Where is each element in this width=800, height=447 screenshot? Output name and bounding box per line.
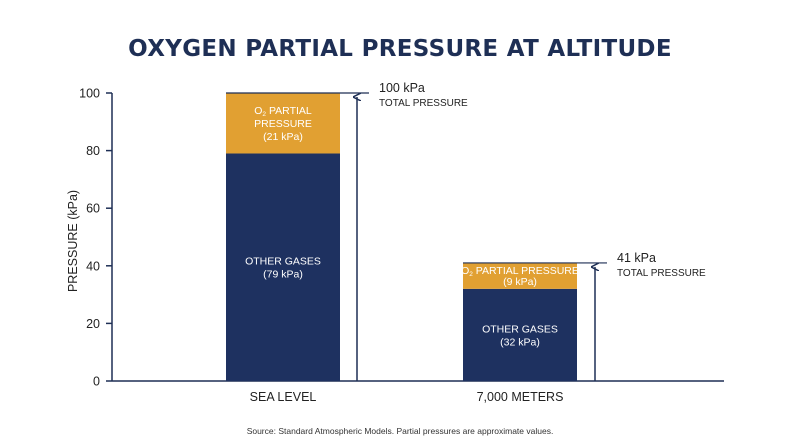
oxygen-label: O2 PARTIAL (254, 105, 312, 118)
oxygen-label: PRESSURE (254, 118, 312, 130)
other-gases-label: OTHER GASES (482, 323, 558, 335)
oxygen-label: (9 kPa) (503, 276, 537, 288)
other-gases-label: (79 kPa) (263, 269, 303, 281)
chart-title: OXYGEN PARTIAL PRESSURE AT ALTITUDE (128, 36, 672, 62)
oxygen-label: (21 kPa) (263, 131, 303, 143)
bar-segment-oxygen (226, 93, 340, 154)
y-tick-label: 20 (86, 317, 100, 331)
x-category-label: SEA LEVEL (250, 390, 317, 404)
other-gases-label: OTHER GASES (245, 256, 321, 268)
y-tick-label: 80 (86, 144, 100, 158)
oxygen-label: O2 PARTIAL PRESSURE (461, 265, 579, 278)
y-tick-label: 0 (93, 375, 100, 389)
y-axis-label: PRESSURE (kPa) (66, 190, 80, 292)
other-gases-label: (32 kPa) (500, 336, 540, 348)
y-tick-label: 60 (86, 202, 100, 216)
x-category-label: 7,000 METERS (477, 390, 564, 404)
bar-segment-oxygen (463, 262, 577, 289)
bar-segment-other-gases (463, 288, 577, 381)
bar-segment-other-gases (226, 153, 340, 381)
total-pressure-label: TOTAL PRESSURE (617, 268, 706, 279)
total-pressure-label: TOTAL PRESSURE (379, 98, 468, 109)
y-tick-label: 40 (86, 259, 100, 273)
total-pressure-value: 100 kPa (379, 81, 425, 95)
source-note: Source: Standard Atmospheric Models. Par… (246, 426, 554, 436)
total-pressure-value: 41 kPa (617, 251, 656, 265)
y-tick-label: 100 (79, 87, 100, 101)
